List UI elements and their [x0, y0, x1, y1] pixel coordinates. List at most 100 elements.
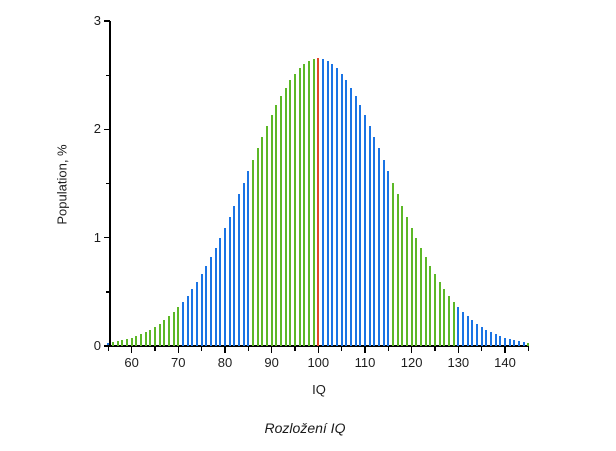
- bar-iq-81: [228, 216, 231, 346]
- bar-iq-142: [513, 340, 516, 346]
- bar-iq-82: [233, 205, 236, 346]
- x-tick-label-100: 100: [307, 355, 330, 370]
- bar-iq-125: [433, 274, 437, 346]
- x-tick-label-60: 60: [124, 355, 139, 370]
- y-tick-1: [104, 236, 110, 239]
- bar-iq-127: [443, 289, 446, 346]
- x-axis-title: IQ: [312, 382, 326, 397]
- bar-iq-133: [471, 320, 474, 346]
- bar-iq-95: [293, 73, 297, 346]
- bar-iq-109: [359, 105, 362, 346]
- x-minor-tick-75: [200, 347, 203, 351]
- bar-iq-96: [298, 67, 301, 346]
- x-minor-tick-135: [480, 347, 483, 351]
- x-minor-tick-125: [434, 347, 436, 351]
- bar-iq-106: [345, 80, 348, 346]
- bar-iq-68: [167, 316, 171, 346]
- bar-iq-62: [139, 334, 143, 346]
- bar-iq-73: [191, 289, 194, 346]
- bar-iq-108: [354, 96, 357, 346]
- bar-iq-79: [219, 237, 222, 346]
- y-tick-label-0: 0: [93, 338, 101, 353]
- x-axis-line: [109, 345, 529, 347]
- bar-iq-124: [429, 265, 432, 346]
- y-tick-3: [104, 20, 110, 22]
- y-minor-tick-0.5: [106, 291, 110, 293]
- bar-iq-112: [373, 136, 376, 346]
- bar-iq-99: [312, 58, 315, 346]
- y-tick-label-1: 1: [93, 229, 101, 245]
- bar-iq-65: [153, 327, 157, 346]
- bar-iq-61: [135, 336, 138, 346]
- bar-iq-126: [438, 281, 441, 346]
- bar-iq-88: [261, 136, 264, 346]
- bar-iq-139: [499, 336, 502, 346]
- bar-iq-55: [107, 342, 110, 346]
- bar-iq-58: [121, 340, 124, 346]
- x-tick-label-140: 140: [494, 355, 516, 370]
- bar-iq-115: [387, 171, 390, 346]
- bar-iq-103: [331, 63, 334, 346]
- bar-iq-143: [517, 341, 521, 346]
- bar-iq-118: [401, 205, 404, 346]
- bar-iq-70: [177, 307, 180, 346]
- x-tick-label-90: 90: [264, 355, 279, 370]
- bar-iq-123: [424, 257, 427, 346]
- bar-iq-140: [503, 337, 507, 346]
- bar-iq-113: [377, 148, 381, 346]
- bar-iq-80: [223, 227, 227, 346]
- bar-iq-77: [209, 257, 213, 346]
- bar-iq-102: [326, 60, 329, 346]
- x-tick-label-120: 120: [400, 355, 423, 370]
- bar-iq-63: [144, 332, 147, 346]
- bar-iq-84: [242, 182, 245, 346]
- bar-iq-83: [237, 194, 241, 346]
- chart-title: Rozložení IQ: [264, 420, 346, 436]
- y-axis-title: Population, %: [54, 144, 70, 225]
- bar-iq-117: [396, 194, 399, 346]
- bar-iq-91: [275, 105, 278, 346]
- bar-iq-69: [172, 311, 175, 346]
- bar-iq-135: [480, 327, 483, 346]
- bar-iq-86: [251, 159, 255, 346]
- x-tick-label-130: 130: [447, 355, 470, 370]
- bar-iq-105: [340, 73, 343, 346]
- bar-iq-130: [457, 307, 460, 346]
- bar-iq-66: [158, 323, 161, 346]
- bar-iq-116: [391, 182, 395, 346]
- x-tick-120: [410, 347, 413, 353]
- x-tick-label-80: 80: [217, 355, 233, 370]
- x-minor-tick-145: [527, 347, 530, 351]
- bar-iq-60: [130, 337, 133, 346]
- bar-iq-119: [405, 216, 409, 346]
- x-tick-label-110: 110: [354, 355, 376, 370]
- bar-iq-64: [149, 329, 152, 346]
- x-tick-130: [457, 347, 460, 353]
- bar-iq-56: [111, 342, 115, 346]
- y-tick-label-3: 3: [93, 13, 101, 29]
- x-tick-100: [317, 347, 320, 353]
- bar-iq-101: [321, 58, 325, 346]
- bar-iq-59: [125, 339, 129, 346]
- x-minor-tick-115: [387, 347, 390, 351]
- bar-iq-92: [279, 96, 283, 346]
- bar-iq-100: [317, 57, 320, 346]
- bar-iq-122: [419, 247, 423, 346]
- bar-iq-97: [303, 63, 306, 346]
- x-minor-tick-65: [154, 347, 156, 351]
- bar-iq-104: [335, 67, 339, 346]
- bar-iq-67: [163, 320, 166, 346]
- bar-iq-85: [247, 171, 250, 346]
- bar-iq-111: [368, 125, 371, 346]
- bar-iq-132: [466, 316, 469, 346]
- x-minor-tick-95: [294, 347, 296, 351]
- x-minor-tick-105: [340, 347, 343, 351]
- bar-iq-128: [447, 295, 451, 346]
- bar-iq-110: [363, 115, 367, 346]
- x-tick-90: [270, 347, 273, 353]
- bar-iq-74: [195, 281, 199, 346]
- bar-iq-120: [410, 227, 413, 346]
- bar-iq-94: [289, 80, 292, 346]
- bar-iq-134: [475, 323, 479, 346]
